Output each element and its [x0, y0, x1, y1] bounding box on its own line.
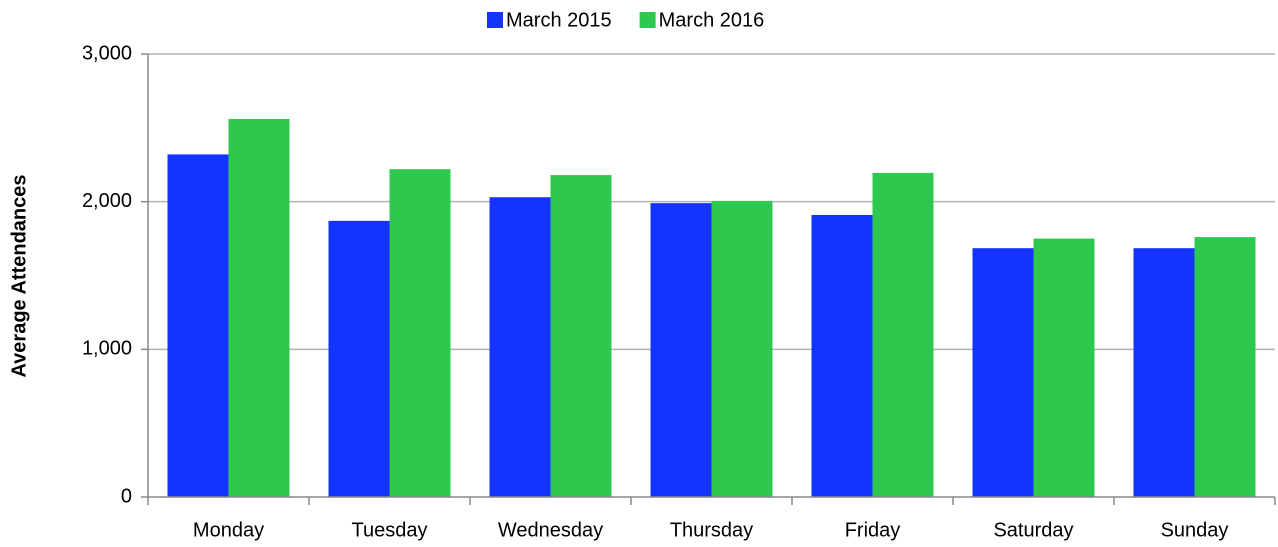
- x-tick-label: Friday: [845, 519, 901, 541]
- bar: [550, 175, 612, 497]
- legend-swatch: [639, 12, 656, 28]
- y-tick-label: 1,000: [82, 338, 132, 360]
- x-tick-label: Thursday: [670, 519, 753, 541]
- bar: [167, 154, 229, 497]
- bar: [228, 118, 290, 498]
- bar: [489, 197, 551, 497]
- bar: [972, 248, 1034, 497]
- bar: [1194, 237, 1256, 497]
- x-tick-label: Sunday: [1161, 519, 1229, 541]
- x-tick-label: Monday: [193, 519, 264, 541]
- bar: [389, 169, 451, 497]
- bar: [872, 172, 934, 497]
- y-tick-label: 0: [121, 485, 132, 507]
- legend-swatch: [487, 12, 503, 28]
- bar: [811, 214, 873, 497]
- legend-label: March 2016: [659, 9, 765, 31]
- bar: [1033, 238, 1095, 498]
- y-tick-label: 2,000: [82, 190, 132, 212]
- bar: [711, 200, 773, 497]
- x-tick-label: Wednesday: [498, 519, 603, 541]
- legend-label: March 2015: [506, 9, 612, 31]
- bar: [650, 203, 712, 498]
- bar: [328, 220, 390, 497]
- x-tick-label: Tuesday: [352, 519, 428, 541]
- x-tick-label: Saturday: [993, 519, 1073, 541]
- y-tick-label: 3,000: [82, 42, 132, 64]
- y-axis-title: Average Attendances: [8, 174, 30, 377]
- bar: [1133, 248, 1195, 497]
